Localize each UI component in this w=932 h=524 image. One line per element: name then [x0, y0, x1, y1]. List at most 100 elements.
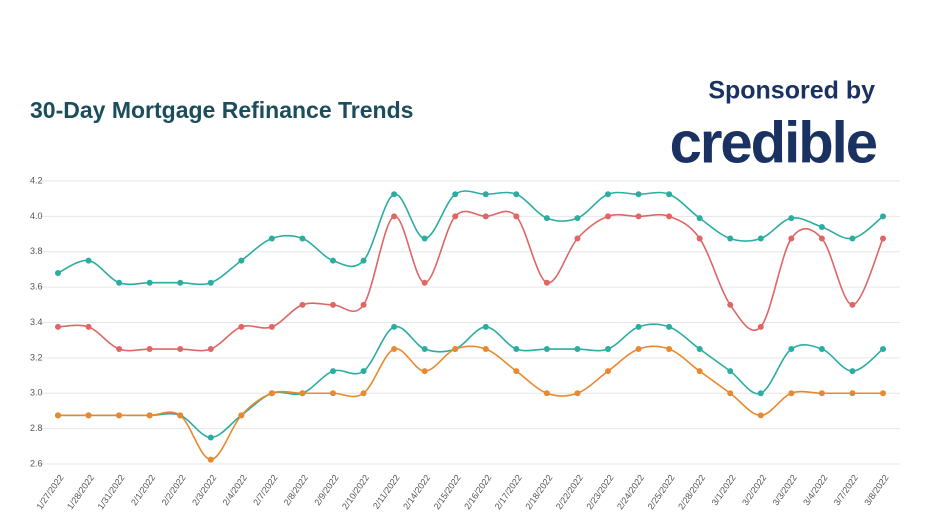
x-tick-label: 3/4/2022	[801, 473, 829, 507]
data-point	[513, 368, 520, 375]
data-point	[605, 346, 611, 353]
data-point	[849, 390, 856, 397]
x-tick-label: 2/16/2022	[462, 473, 493, 512]
x-tick-label: 3/3/2022	[771, 473, 799, 507]
x-tick-label: 2/24/2022	[615, 473, 646, 512]
x-tick-label: 2/15/2022	[432, 473, 463, 512]
x-tick-label: 3/8/2022	[862, 473, 890, 507]
data-point	[299, 301, 306, 308]
data-point	[513, 213, 520, 220]
data-point	[146, 279, 153, 286]
data-point	[818, 235, 825, 242]
data-point	[85, 412, 92, 419]
data-point	[727, 390, 734, 397]
sponsor-text: Sponsored by	[708, 77, 875, 105]
x-tick-label: 1/31/2022	[96, 473, 127, 512]
data-point	[574, 390, 581, 397]
data-point	[696, 368, 703, 375]
data-point	[788, 235, 795, 242]
x-tick-label: 3/7/2022	[832, 473, 860, 507]
data-point	[421, 368, 428, 375]
data-point	[85, 257, 92, 264]
data-point	[880, 213, 886, 220]
data-point	[421, 346, 428, 353]
data-point	[207, 346, 214, 353]
data-point	[574, 235, 581, 242]
data-point	[605, 191, 611, 198]
data-point	[482, 346, 489, 353]
data-point	[146, 412, 153, 419]
x-tick-label: 2/4/2022	[221, 473, 249, 507]
data-point	[513, 346, 520, 353]
data-point	[238, 412, 245, 419]
data-point	[268, 235, 275, 242]
data-point	[116, 412, 123, 419]
data-point	[482, 323, 489, 330]
series-line	[57, 190, 884, 286]
data-point	[299, 235, 306, 242]
x-tick-label: 2/14/2022	[401, 473, 432, 512]
data-point	[727, 235, 734, 242]
y-tick-label: 3.8	[30, 246, 43, 256]
data-point	[238, 323, 245, 330]
data-point	[391, 346, 398, 353]
data-point	[818, 223, 825, 230]
data-point	[605, 213, 611, 220]
data-point	[55, 323, 61, 330]
y-tick-label: 4.2	[30, 175, 43, 185]
y-tick-label: 2.8	[30, 423, 43, 433]
data-point	[85, 323, 92, 330]
x-tick-label: 2/8/2022	[282, 473, 310, 507]
x-tick-label: 2/7/2022	[251, 473, 279, 507]
data-point	[635, 323, 642, 330]
x-tick-label: 2/11/2022	[371, 473, 402, 511]
data-point	[391, 213, 398, 220]
data-point	[574, 346, 581, 353]
data-point	[757, 390, 764, 397]
data-point	[55, 412, 61, 419]
data-point	[268, 390, 275, 397]
data-point	[330, 368, 336, 375]
data-point	[543, 279, 550, 286]
data-point	[543, 390, 550, 397]
data-point	[788, 390, 795, 397]
x-tick-label: 2/3/2022	[190, 473, 218, 507]
data-point	[880, 235, 886, 242]
data-point	[788, 346, 795, 353]
data-point	[421, 235, 428, 242]
data-point	[207, 456, 214, 463]
x-tick-label: 2/25/2022	[646, 473, 677, 512]
data-point	[360, 390, 367, 397]
data-point	[421, 279, 428, 286]
x-tick-label: 2/18/2022	[523, 473, 554, 512]
y-tick-label: 3.4	[30, 317, 43, 327]
y-tick-label: 3.0	[30, 388, 43, 398]
data-point	[177, 346, 184, 353]
data-point	[391, 323, 398, 330]
data-point	[391, 191, 398, 198]
data-point	[880, 390, 886, 397]
data-point	[880, 346, 886, 353]
data-point	[543, 346, 550, 353]
x-tick-label: 2/10/2022	[340, 473, 371, 512]
data-point	[666, 323, 673, 330]
data-point	[788, 215, 795, 222]
data-point	[360, 257, 367, 264]
x-tick-label: 2/9/2022	[312, 473, 340, 507]
data-point	[757, 323, 764, 330]
data-point	[666, 191, 673, 198]
data-point	[299, 390, 306, 397]
x-tick-label: 2/2/2022	[160, 473, 188, 507]
data-point	[207, 279, 214, 286]
data-point	[360, 301, 367, 308]
x-tick-label: 1/28/2022	[65, 473, 96, 512]
data-point	[268, 323, 275, 330]
data-point	[757, 412, 764, 419]
data-point	[849, 235, 856, 242]
data-point	[513, 191, 520, 198]
data-point	[55, 269, 61, 276]
data-point	[452, 213, 459, 220]
data-point	[849, 368, 856, 375]
y-tick-label: 2.6	[30, 458, 43, 468]
x-tick-label: 2/1/2022	[129, 473, 157, 507]
